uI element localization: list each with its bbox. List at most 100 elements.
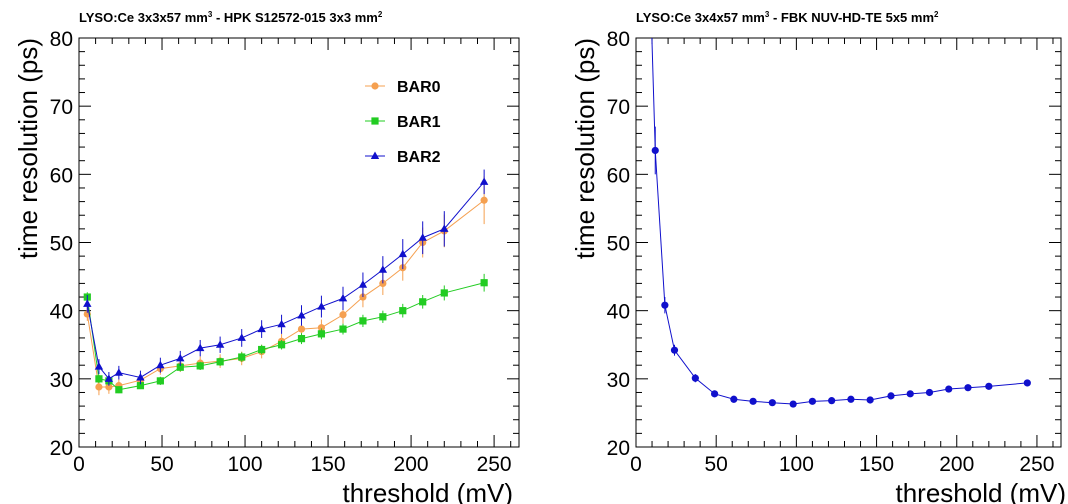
- chart-left-bar2-point: [196, 343, 205, 352]
- chart-right-series-point: [866, 396, 874, 404]
- chart-left-bar2-point: [136, 372, 145, 381]
- chart-left-bar1-point: [440, 289, 448, 297]
- chart-right-y-tick-label: 40: [607, 301, 630, 324]
- legend-bar0-label: BAR0: [397, 79, 441, 96]
- chart-left-y-tick-label: 40: [50, 301, 73, 324]
- chart-left-bar2-point: [338, 293, 348, 302]
- chart-right-y-tick-label: 60: [607, 164, 630, 187]
- chart-right-x-tick-label: 50: [705, 453, 728, 476]
- chart-right-plot-area: [651, 38, 1031, 408]
- chart-left-plot-frame: [78, 37, 520, 448]
- chart-left-plot-area: [83, 169, 489, 396]
- chart-left-bar1-point: [238, 353, 246, 361]
- chart-left-bar2-point: [237, 333, 246, 341]
- chart-left-bar1-point: [136, 382, 145, 390]
- chart-left-bar2-point: [378, 265, 388, 273]
- chart-left-bar2-point: [114, 368, 124, 376]
- chart-left-bar0-point: [339, 311, 347, 319]
- chart-left-bar1-point: [339, 325, 347, 333]
- chart-left: LYSO:Ce 3x3x57 mm3 - HPK S12572-015 3x3 …: [13, 10, 520, 504]
- chart-left-x-tick-label: 200: [394, 453, 429, 476]
- chart-left-bar1-point: [115, 386, 123, 394]
- chart-left-bar0-point: [105, 383, 113, 391]
- chart-right-series-point: [710, 390, 719, 398]
- chart-left-bar2-point: [440, 224, 449, 232]
- chart-left-bar2-point: [418, 233, 427, 241]
- chart-left-y-tick-label: 30: [50, 369, 73, 392]
- chart-right-series-point: [768, 399, 776, 407]
- chart-left-y-tick-label: 50: [50, 233, 73, 256]
- chart-left-bar2-point: [479, 177, 489, 185]
- chart-left-bar0-point: [297, 325, 306, 333]
- chart-left-bar1-point: [277, 341, 286, 349]
- chart-right-series-point: [925, 388, 934, 397]
- chart-right-series-point: [906, 390, 914, 398]
- chart-right-y-tick-label: 20: [607, 437, 630, 460]
- chart-left-x-tick-label: 150: [311, 453, 346, 476]
- chart-left-bar1-point: [216, 358, 224, 366]
- chart-left-bar2-point: [176, 353, 185, 362]
- legend-bar2-marker: [370, 151, 380, 159]
- chart-left-bar1-point: [297, 335, 306, 343]
- chart-left-bar1-point: [317, 330, 326, 338]
- chart-left-bar1-point: [419, 298, 427, 306]
- chart-right-y-tick-label: 50: [607, 233, 630, 256]
- chart-left-title: LYSO:Ce 3x3x57 mm3 - HPK S12572-015 3x3 …: [79, 10, 383, 25]
- legend-bar1-label: BAR1: [397, 114, 441, 131]
- chart-left-bar2-point: [277, 319, 286, 328]
- chart-left-bar1-point: [196, 362, 204, 370]
- chart-right-x-axis-label: threshold (mV): [896, 478, 1067, 504]
- chart-left-x-axis-label: threshold (mV): [343, 478, 514, 504]
- chart-left-legend: BAR0 BAR1 BAR2: [365, 79, 441, 166]
- chart-right-series-point: [749, 397, 757, 405]
- legend-bar2-label: BAR2: [397, 149, 441, 166]
- chart-left-bar1-point: [399, 307, 407, 315]
- chart-right-y-tick-label: 30: [607, 369, 630, 392]
- chart-left-bar2-point: [156, 360, 165, 369]
- chart-left-y-axis-label: time resolution (ps): [13, 38, 43, 259]
- chart-right-x-tick-label: 0: [630, 453, 642, 476]
- chart-left-bar1-point: [156, 377, 164, 385]
- chart-left-bar1-point: [176, 363, 184, 371]
- chart-right-series-point: [1023, 379, 1031, 387]
- chart-left-y-tick-label: 70: [50, 96, 73, 119]
- chart-right-series-line: [651, 38, 1028, 405]
- chart-right-series-point: [789, 400, 797, 408]
- chart-right: LYSO:Ce 3x4x57 mm3 - FBK NUV-HD-TE 5x5 m…: [570, 10, 1067, 504]
- chart-right-series-point: [691, 374, 699, 382]
- chart-right-title: LYSO:Ce 3x4x57 mm3 - FBK NUV-HD-TE 5x5 m…: [636, 10, 939, 25]
- chart-left-x-tick-label: 100: [228, 453, 263, 476]
- chart-right-series-point: [661, 301, 669, 309]
- chart-left-x-tick-label: 0: [73, 453, 85, 476]
- chart-right-series-point: [945, 385, 953, 393]
- chart-left-bar2-point: [215, 340, 225, 348]
- chart-right-x-tick-label: 150: [859, 453, 894, 476]
- chart-right-series-point: [847, 395, 855, 403]
- chart-left-bar1-point: [379, 313, 387, 321]
- chart-left-bar2-point: [358, 280, 368, 288]
- chart-left-bar1-point: [359, 317, 367, 325]
- chart-left-bar0-point: [480, 196, 488, 204]
- chart-left-bar1-point: [480, 279, 488, 287]
- chart-left-bar2-point: [83, 299, 92, 307]
- chart-left-x-tick-label: 250: [477, 453, 512, 476]
- chart-left-bar2-point: [317, 302, 326, 310]
- chart-left-bar2-point: [94, 362, 104, 370]
- chart-right-series-point: [964, 384, 972, 392]
- chart-left-y-tick-label: 60: [50, 164, 73, 187]
- chart-left-y-tick-label: 20: [50, 437, 73, 460]
- chart-right-series-point: [887, 392, 895, 400]
- chart-right-y-tick-label: 70: [607, 96, 630, 119]
- chart-left-bar0-line: [86, 199, 485, 388]
- chart-right-y-axis-label: time resolution (ps): [570, 38, 600, 259]
- chart-right-series-point: [985, 382, 993, 390]
- chart-right-series-point: [651, 146, 659, 155]
- chart-left-bar1-point: [258, 345, 266, 354]
- legend-bar1-marker: [371, 117, 379, 125]
- chart-left-bar2-point: [104, 374, 114, 382]
- chart-left-bar2-line: [86, 181, 485, 380]
- chart-right-x-tick-label: 250: [1019, 453, 1054, 476]
- chart-left-bar2-point: [398, 249, 407, 258]
- chart-left-y-tick-label: 80: [50, 28, 73, 51]
- chart-left-x-tick-label: 50: [150, 453, 173, 476]
